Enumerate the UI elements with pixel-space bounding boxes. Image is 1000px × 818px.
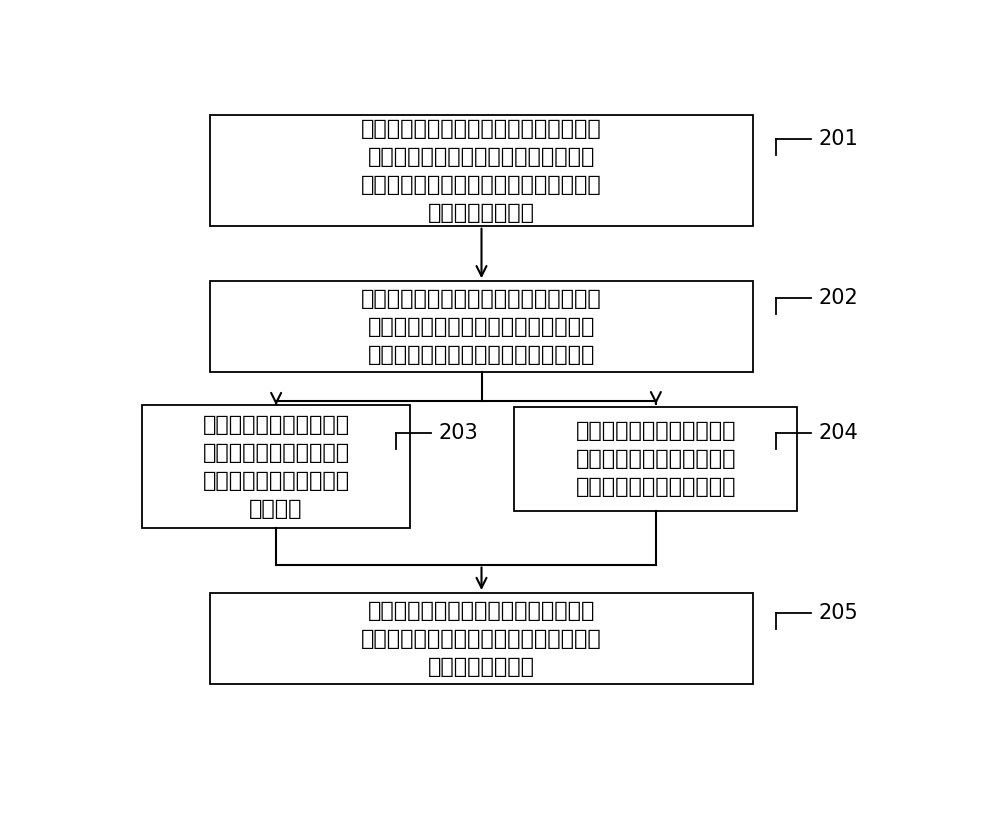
Text: 当所述梯度幅值平方和不大
于预设阈值的平方时，确定
所述当前像素点为非边缘点: 当所述梯度幅值平方和不大 于预设阈值的平方时，确定 所述当前像素点为非边缘点 xyxy=(576,421,736,497)
Text: 根据上述确定当前像素点为边缘点的方
法，计算所述待测图像中所述像素点，确
定多个目标的边缘: 根据上述确定当前像素点为边缘点的方 法，计算所述待测图像中所述像素点，确 定多个… xyxy=(361,600,602,676)
Text: 采用预设横向卷积因子和预设纵向卷积因
子分别对所述待测图像进行平面卷积运
算，获得横向边缘检测的梯度值和纵向边
缘检测到的梯度值: 采用预设横向卷积因子和预设纵向卷积因 子分别对所述待测图像进行平面卷积运 算，获… xyxy=(361,119,602,222)
Text: 202: 202 xyxy=(819,288,858,308)
Bar xyxy=(210,115,753,226)
Text: 204: 204 xyxy=(819,423,858,443)
Bar xyxy=(142,405,410,528)
Text: 当所述梯度幅值平方和大
于或等于预设阈值的平方
时，确定所述当前像素点
为边缘点: 当所述梯度幅值平方和大 于或等于预设阈值的平方 时，确定所述当前像素点 为边缘点 xyxy=(203,415,350,519)
Bar xyxy=(514,407,797,511)
Bar xyxy=(210,281,753,372)
Text: 205: 205 xyxy=(819,603,858,622)
Text: 203: 203 xyxy=(439,423,479,443)
Bar xyxy=(210,593,753,684)
Text: 201: 201 xyxy=(819,129,858,149)
Text: 计算所述横向边缘检测的梯度值的平方和
所述纵向边缘检测到的梯度值的平方的
和，得到当前像素点的梯度幅值平方和: 计算所述横向边缘检测的梯度值的平方和 所述纵向边缘检测到的梯度值的平方的 和，得… xyxy=(361,289,602,365)
